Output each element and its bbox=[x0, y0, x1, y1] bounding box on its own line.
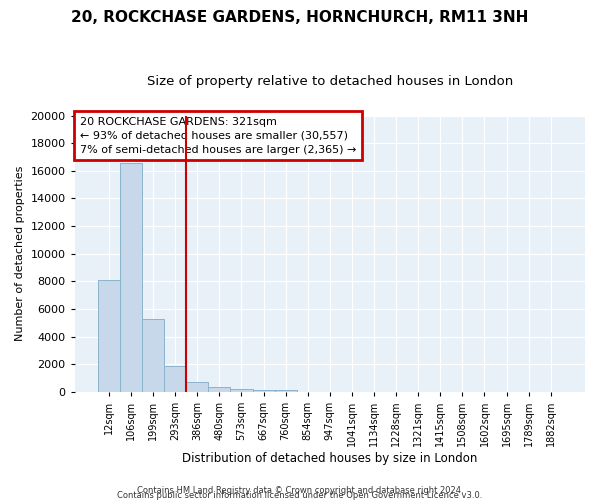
X-axis label: Distribution of detached houses by size in London: Distribution of detached houses by size … bbox=[182, 452, 478, 465]
Text: 20 ROCKCHASE GARDENS: 321sqm
← 93% of detached houses are smaller (30,557)
7% of: 20 ROCKCHASE GARDENS: 321sqm ← 93% of de… bbox=[80, 117, 356, 155]
Bar bbox=[275, 390, 297, 392]
Title: Size of property relative to detached houses in London: Size of property relative to detached ho… bbox=[147, 75, 513, 88]
Text: 20, ROCKCHASE GARDENS, HORNCHURCH, RM11 3NH: 20, ROCKCHASE GARDENS, HORNCHURCH, RM11 … bbox=[71, 10, 529, 25]
Bar bbox=[253, 390, 275, 392]
Bar bbox=[208, 388, 230, 392]
Text: Contains HM Land Registry data © Crown copyright and database right 2024.: Contains HM Land Registry data © Crown c… bbox=[137, 486, 463, 495]
Bar bbox=[186, 382, 208, 392]
Y-axis label: Number of detached properties: Number of detached properties bbox=[15, 166, 25, 342]
Bar bbox=[98, 280, 120, 392]
Text: Contains public sector information licensed under the Open Government Licence v3: Contains public sector information licen… bbox=[118, 491, 482, 500]
Bar bbox=[142, 318, 164, 392]
Bar bbox=[230, 390, 253, 392]
Bar bbox=[120, 162, 142, 392]
Bar bbox=[164, 366, 186, 392]
